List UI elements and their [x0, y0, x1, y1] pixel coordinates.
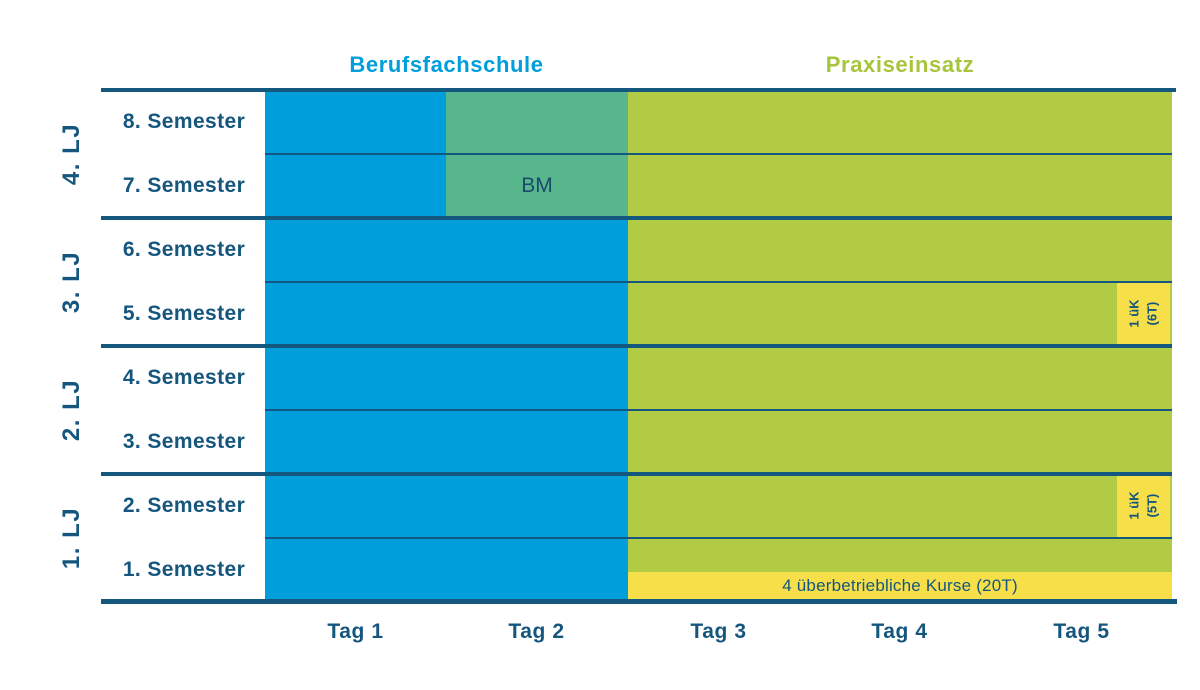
day-label-tag1: Tag 1 [327, 620, 384, 643]
group-divider-4lj-3lj [101, 216, 1172, 220]
semester-label-6: 6. Semester [122, 238, 246, 261]
semester-label-8: 8. Semester [122, 110, 246, 133]
day-label-tag5: Tag 5 [1053, 620, 1110, 643]
row-divider-sem6-5 [265, 281, 1172, 283]
semester-label-2: 2. Semester [122, 494, 246, 517]
courses-bar: 4 überbetriebliche Kurse (20T) [628, 572, 1172, 600]
chart-bottom-axis-line [101, 599, 1177, 604]
uk-box-6t-label: 1 üK (6T) [1126, 299, 1160, 329]
year-label-1lj: 1. LJ [58, 506, 85, 570]
semester-label-4: 4. Semester [122, 366, 246, 389]
group-divider-3lj-2lj [101, 344, 1172, 348]
uk-box-6t: 1 üK (6T) [1117, 282, 1170, 346]
chart-top-border-line [101, 88, 1176, 92]
row-divider-sem2-1 [265, 537, 1172, 539]
row-divider-sem8-7 [265, 153, 1172, 155]
day-label-tag2: Tag 2 [508, 620, 565, 643]
semester-label-3: 3. Semester [122, 430, 246, 453]
semester-label-1: 1. Semester [122, 558, 246, 581]
uk-box-5t-label: 1 üK (5T) [1126, 491, 1160, 521]
bm-label: BM [521, 174, 553, 197]
uk-box-5t: 1 üK (5T) [1117, 474, 1170, 538]
semester-label-7: 7. Semester [122, 174, 246, 197]
row-divider-sem4-3 [265, 409, 1172, 411]
year-label-4lj: 4. LJ [58, 122, 85, 186]
courses-bar-label: 4 überbetriebliche Kurse (20T) [782, 576, 1018, 595]
day-label-tag3: Tag 3 [690, 620, 747, 643]
year-label-3lj: 3. LJ [58, 250, 85, 314]
day-label-tag4: Tag 4 [871, 620, 928, 643]
year-label-2lj: 2. LJ [58, 378, 85, 442]
practice-column-title: Praxiseinsatz [825, 52, 975, 77]
school-column-title: Berufsfachschule [349, 52, 544, 77]
group-divider-2lj-1lj [101, 472, 1172, 476]
semester-label-5: 5. Semester [122, 302, 246, 325]
